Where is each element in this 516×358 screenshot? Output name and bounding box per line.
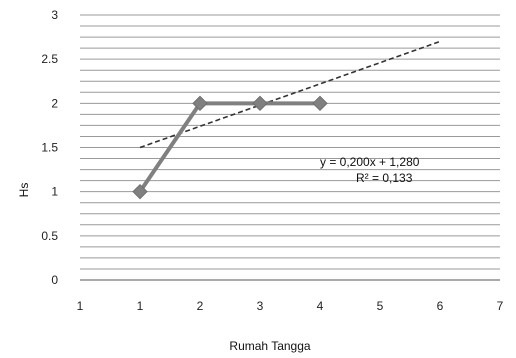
data-points: [132, 95, 328, 200]
x-tick-label: 3: [257, 299, 264, 313]
x-axis-title: Rumah Tangga: [229, 339, 310, 353]
x-tick-label: 5: [377, 299, 384, 313]
y-axis-title: Hs: [17, 183, 31, 198]
y-tick-label: 0.5: [41, 229, 58, 243]
trendline: [139, 40, 441, 149]
trend-equation: y = 0,200x + 1,280: [320, 155, 420, 169]
data-point: [192, 95, 208, 112]
x-tick-label: 6: [437, 299, 444, 313]
x-tick-label: 1: [77, 299, 84, 313]
gridlines: [80, 14, 500, 281]
data-point: [312, 95, 328, 112]
x-tick-label: 1: [137, 299, 144, 313]
data-point: [252, 95, 268, 112]
y-tick-label: 0: [51, 273, 58, 287]
series-line: [138, 101, 320, 193]
y-tick-label: 3: [51, 8, 58, 22]
x-tick-label: 2: [197, 299, 204, 313]
y-tick-label: 1.5: [41, 141, 58, 155]
series-lines: [138, 101, 320, 193]
y-tick-label: 2: [51, 96, 58, 110]
x-tick-labels: 1 1 2 3 4 5 6 7: [77, 299, 504, 313]
y-tick-label: 2.5: [41, 52, 58, 66]
x-tick-label: 4: [317, 299, 324, 313]
y-tick-label: 1: [51, 185, 58, 199]
trendline-path: [139, 40, 441, 149]
trend-r-squared: R² = 0,133: [356, 171, 413, 185]
x-tick-label: 7: [497, 299, 504, 313]
y-tick-labels: 0 0.5 1 1.5 2 2.5 3: [41, 8, 58, 287]
data-point: [132, 183, 148, 200]
